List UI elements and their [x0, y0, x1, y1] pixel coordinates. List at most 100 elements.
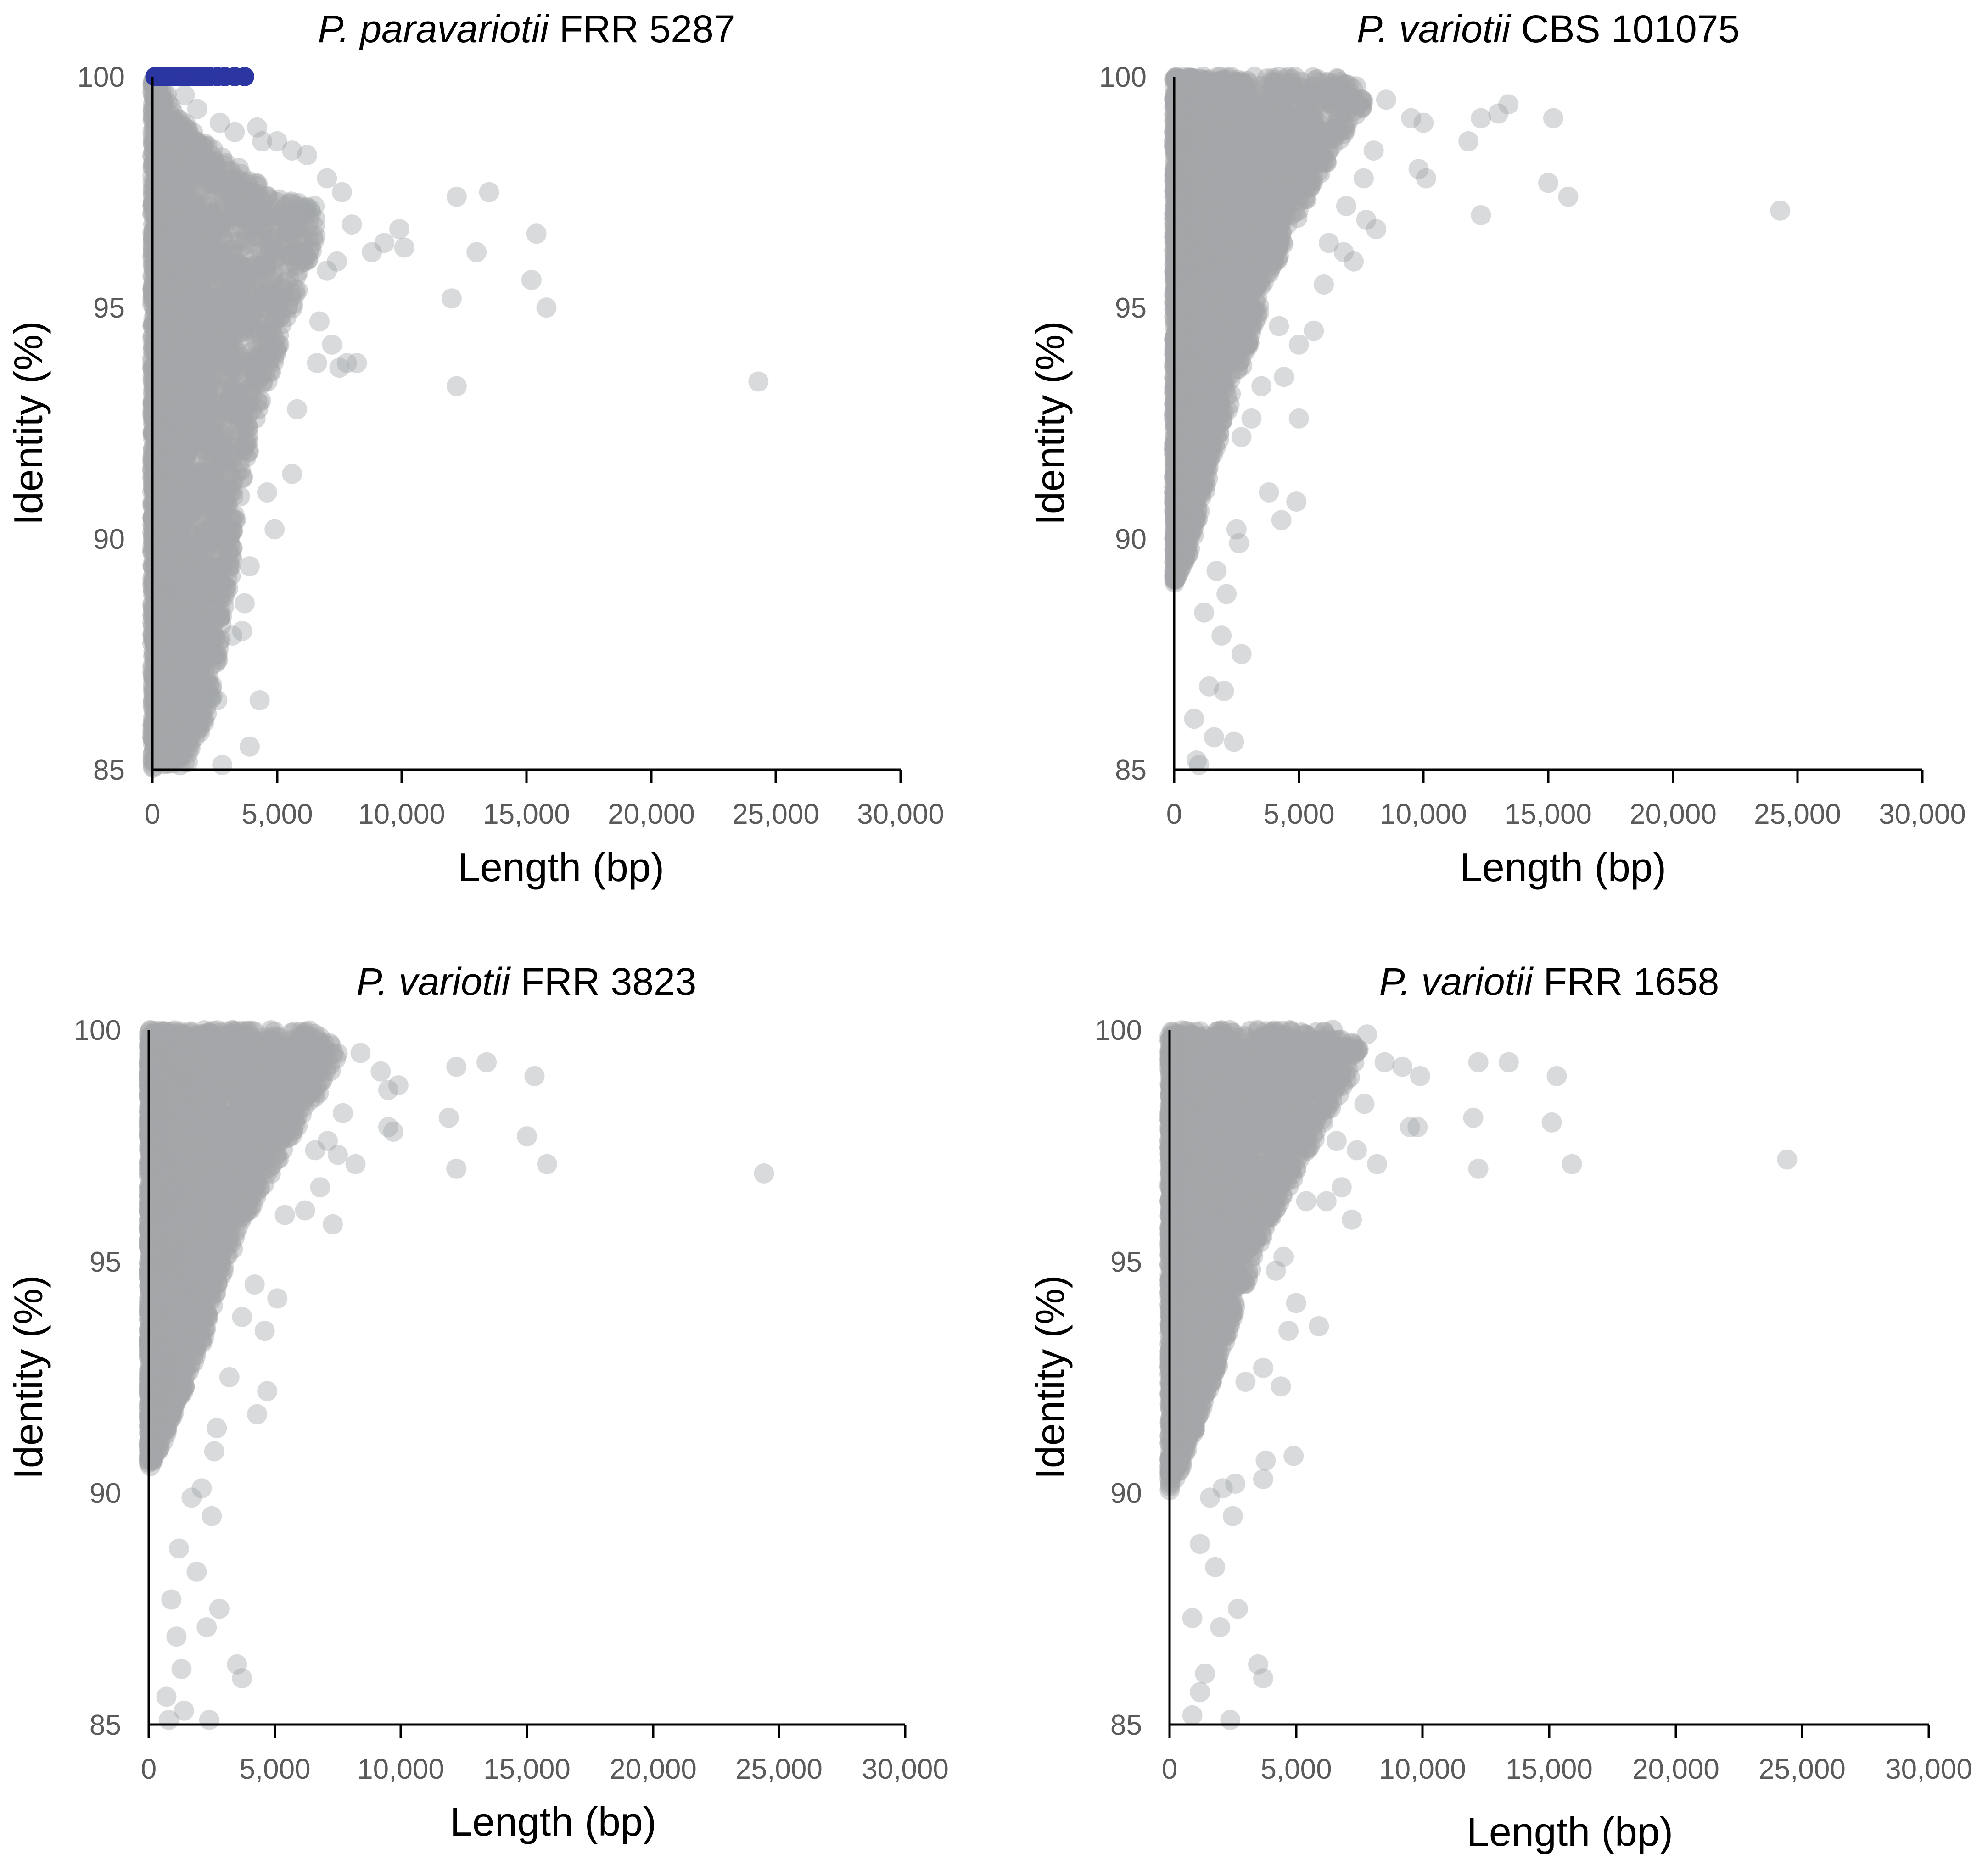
data-point	[166, 195, 187, 216]
data-point	[151, 490, 172, 511]
chart-title: P. variotii CBS 101075	[1357, 7, 1740, 50]
data-point	[167, 406, 188, 426]
data-point	[194, 633, 214, 653]
outlier-point	[287, 399, 308, 419]
title-strain: CBS 101075	[1521, 7, 1740, 50]
outlier-point	[389, 219, 409, 240]
data-point	[239, 257, 259, 277]
data-point	[193, 384, 214, 404]
data-point	[181, 717, 202, 737]
data-point	[157, 214, 178, 235]
data-point	[162, 705, 182, 726]
data-point	[156, 307, 176, 327]
data-point	[195, 649, 215, 670]
data-point	[213, 318, 233, 339]
data-point	[186, 652, 207, 673]
data-point	[177, 652, 197, 673]
data-point	[164, 236, 185, 257]
outlier-point	[322, 334, 342, 355]
data-point	[181, 590, 202, 610]
data-point	[171, 303, 191, 324]
data-point	[199, 556, 219, 577]
data-point	[253, 341, 273, 361]
data-point	[244, 297, 264, 318]
data-point	[166, 178, 186, 199]
data-point	[202, 524, 223, 544]
data-point	[179, 149, 200, 169]
data-point	[165, 170, 186, 190]
data-point	[167, 743, 188, 764]
data-point	[176, 123, 196, 144]
data-point	[238, 234, 259, 254]
data-point	[219, 458, 239, 479]
data-point	[255, 216, 275, 236]
outlier-point	[307, 353, 327, 374]
data-point	[150, 462, 171, 482]
data-point	[218, 558, 239, 579]
data-point	[146, 345, 166, 366]
data-point	[189, 579, 209, 599]
data-point	[184, 323, 204, 344]
data-point	[205, 151, 225, 171]
data-point	[249, 207, 269, 228]
data-point	[188, 526, 209, 547]
data-point	[157, 586, 178, 607]
x-tick-label: 5,000	[241, 798, 313, 830]
data-point	[209, 606, 230, 627]
outlier-point	[329, 357, 350, 378]
data-point	[148, 193, 169, 214]
data-point	[303, 227, 324, 247]
data-point	[155, 525, 175, 546]
y-tick-label: 100	[78, 61, 125, 93]
data-point	[190, 711, 210, 731]
data-point	[286, 222, 307, 242]
data-point	[238, 386, 258, 407]
data-point	[209, 255, 230, 276]
data-point	[170, 505, 191, 526]
data-point	[184, 221, 205, 242]
data-point	[223, 382, 243, 402]
data-point	[240, 263, 260, 284]
outlier-point	[264, 519, 285, 540]
data-point	[276, 221, 297, 242]
data-point	[168, 196, 188, 217]
x-tick-label: 0	[145, 798, 160, 830]
outlier-point	[536, 297, 557, 318]
data-point	[167, 183, 188, 203]
data-point	[230, 460, 251, 481]
data-point	[259, 349, 280, 370]
data-point	[160, 722, 181, 743]
data-point	[152, 705, 173, 726]
data-point	[155, 214, 175, 235]
y-tick-label: 95	[93, 292, 125, 324]
data-point	[159, 700, 179, 720]
data-point	[165, 499, 185, 520]
data-point	[170, 546, 191, 567]
data-point	[244, 341, 264, 361]
data-point	[228, 253, 249, 274]
data-point	[205, 463, 226, 484]
data-point	[146, 691, 167, 712]
data-point	[162, 201, 183, 221]
data-point	[169, 523, 190, 543]
data-point	[172, 432, 192, 452]
data-point	[151, 437, 171, 458]
data-point	[152, 101, 173, 122]
points-layer	[1164, 67, 1791, 775]
outlier-point	[394, 237, 414, 258]
outlier-point	[331, 182, 352, 202]
data-point	[151, 602, 172, 622]
data-point	[179, 721, 200, 742]
data-point	[193, 523, 213, 544]
data-point	[220, 556, 241, 576]
data-point	[162, 681, 182, 701]
data-point	[202, 366, 223, 386]
outlier-point	[239, 556, 260, 577]
data-point	[145, 374, 166, 395]
data-point	[184, 140, 204, 161]
data-point	[267, 205, 288, 226]
data-point	[179, 307, 200, 327]
data-point	[251, 241, 271, 262]
x-tick-label: 15,000	[483, 798, 570, 830]
data-point	[156, 123, 177, 143]
